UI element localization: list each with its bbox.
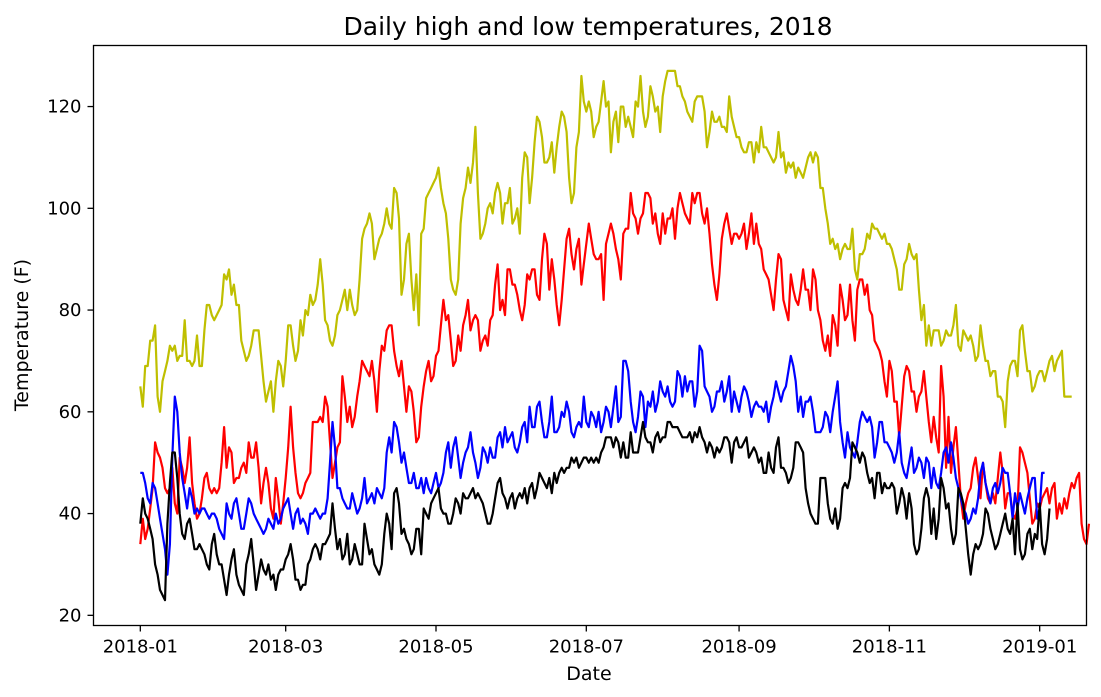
y-tick-label: 100 <box>47 198 81 219</box>
y-axis-label: Temperature (F) <box>11 259 33 412</box>
y-tick-label: 120 <box>47 97 81 118</box>
x-tick-label: 2018-03 <box>248 637 323 658</box>
x-axis-label: Date <box>566 663 611 685</box>
series-low-max-line <box>140 344 1045 576</box>
series-low-line <box>139 420 1051 602</box>
y-tick-label: 20 <box>59 605 82 626</box>
ticks-layer: 2018-01 2018-03 2018-05 2018-07 2018-09 2018-… <box>47 97 1077 658</box>
y-tick-label: 40 <box>59 504 82 525</box>
series-high-max-line <box>139 69 1072 429</box>
x-tick-label: 2018-05 <box>398 637 473 658</box>
x-tick-label: 2018-09 <box>701 637 776 658</box>
x-tick-label: 2018-11 <box>852 637 927 658</box>
y-tick-label: 60 <box>59 402 82 423</box>
x-tick-label: 2018-01 <box>103 637 178 658</box>
chart-title: Daily high and low temperatures, 2018 <box>344 12 833 41</box>
series-high-line <box>139 191 1091 546</box>
x-tick-label: 2018-07 <box>549 637 624 658</box>
y-tick-label: 80 <box>59 300 82 321</box>
x-tick-label: 2019-01 <box>1002 637 1077 658</box>
series-layer <box>139 69 1091 602</box>
plot-frame <box>92 44 1088 627</box>
